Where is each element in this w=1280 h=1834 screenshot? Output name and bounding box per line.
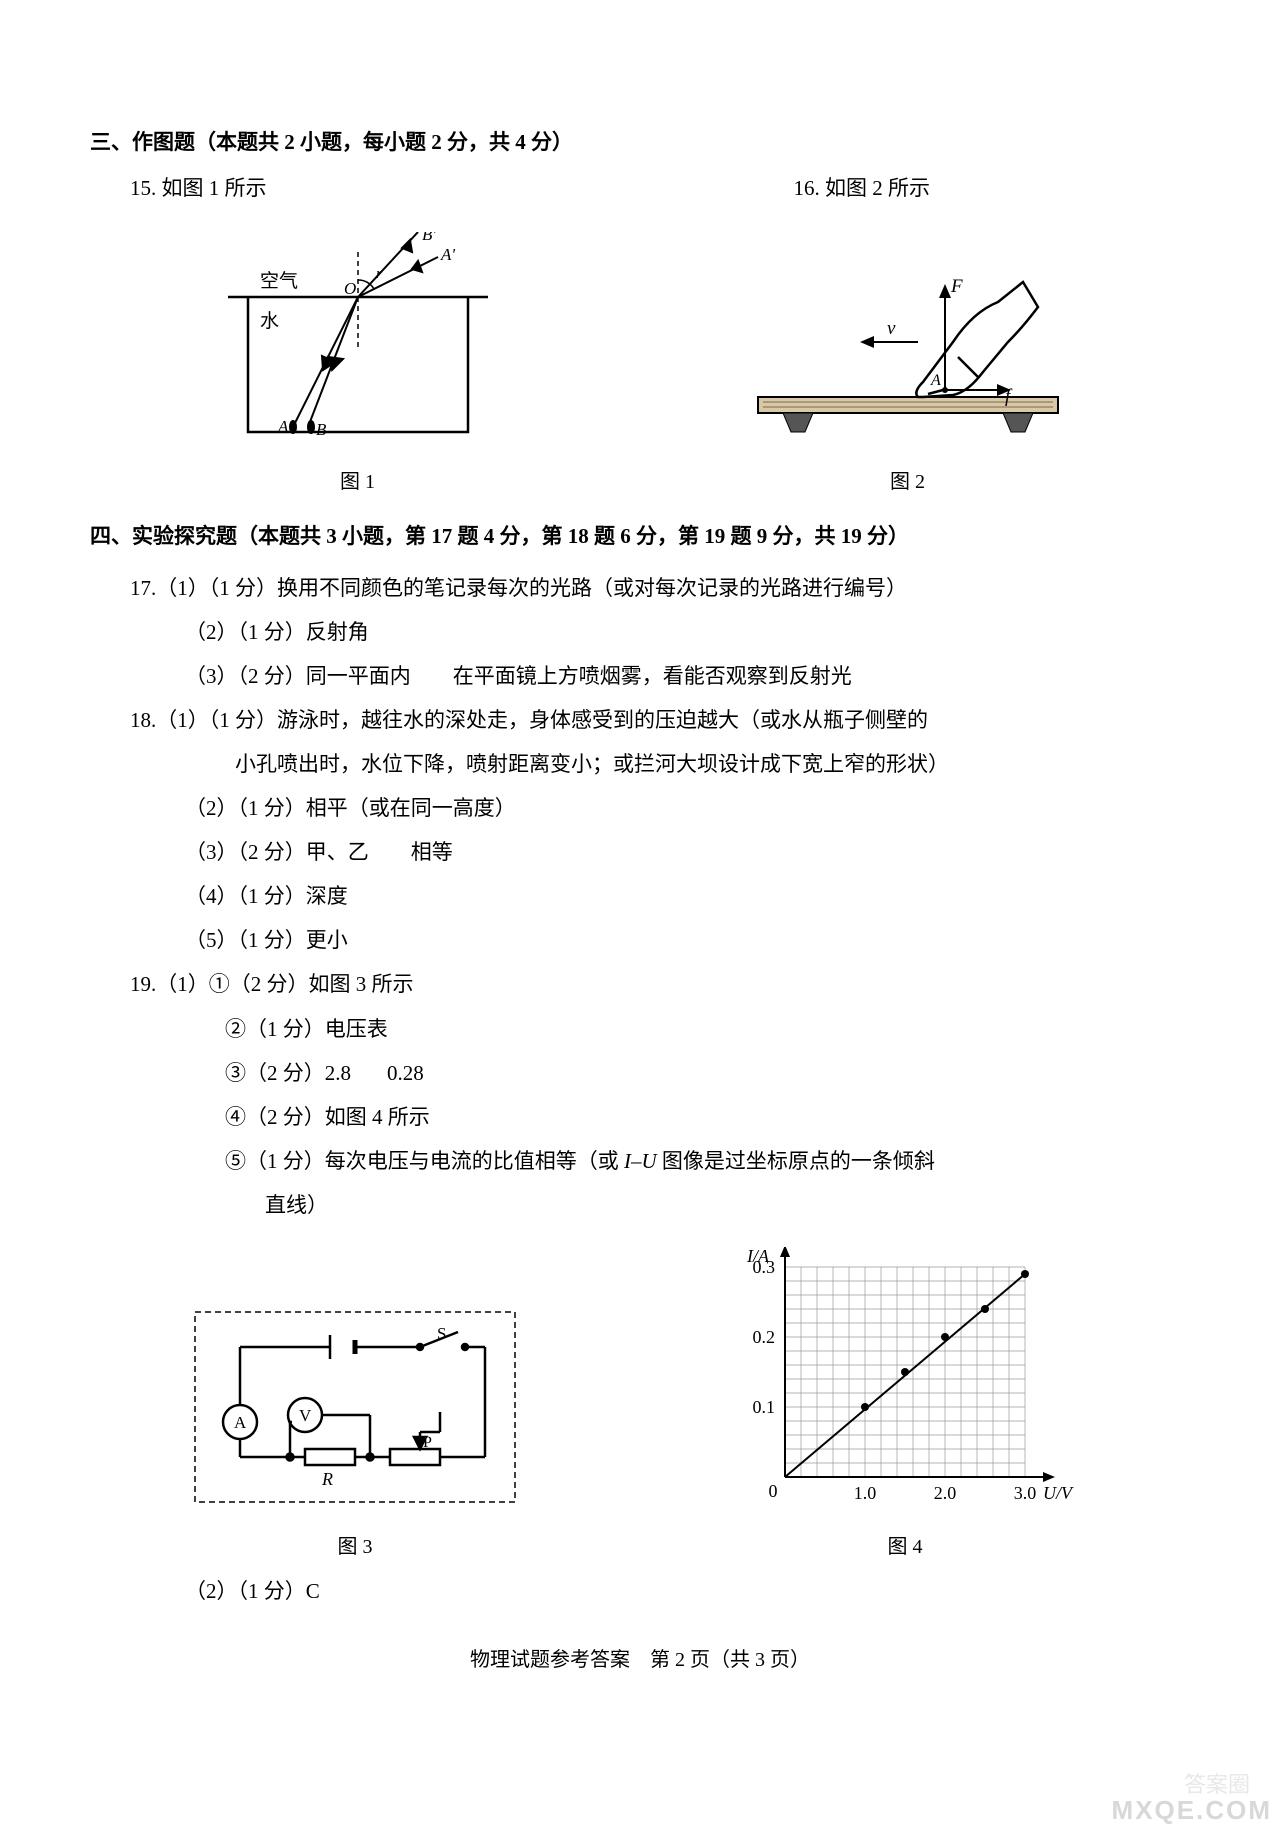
fig4-caption: 图 4 [720, 1530, 1090, 1559]
q18-l3: （3）（2 分）甲、乙 相等 [185, 830, 1190, 874]
figures-row-2: A V S P R 图 3 01.02.03.00.10.20.3U/VI/A … [90, 1247, 1190, 1559]
section-3-header: 三、作图题（本题共 2 小题，每小题 2 分，共 4 分） [90, 124, 1190, 162]
q19-l5c: 直线） [265, 1183, 1190, 1227]
svg-text:I/A: I/A [746, 1247, 770, 1266]
figure-4-svg: 01.02.03.00.10.20.3U/VI/A [720, 1247, 1090, 1517]
fig2-a-label: A [930, 372, 941, 389]
svg-text:2.0: 2.0 [934, 1483, 957, 1503]
fig3-v-label: V [299, 1406, 312, 1425]
q15-q16-row: 15. 如图 1 所示 16. 如图 2 所示 [130, 172, 1190, 212]
fig1-b-label: B [316, 420, 327, 439]
q19-l3b: 0.28 [387, 1061, 424, 1085]
q15-label: 15. 如图 1 所示 [130, 172, 267, 202]
q19-l2: ②（1 分）电压表 [225, 1007, 1190, 1051]
q18-l2: （2）（1 分）相平（或在同一高度） [185, 786, 1190, 830]
q19-l5a: ⑤（1 分）每次电压与电流的比值相等（或 [225, 1149, 624, 1173]
fig1-air-label: 空气 [260, 270, 298, 292]
q19-l3a: ③（2 分）2.8 [225, 1061, 351, 1085]
figure-2-svg: F v A f [743, 272, 1073, 452]
figures-row-1: 空气 水 O r B' A' A B 图 1 [90, 232, 1190, 494]
section-4-header: 四、实验探究题（本题共 3 小题，第 17 题 4 分，第 18 题 6 分，第… [90, 518, 1190, 556]
figure-3-cell: A V S P R 图 3 [190, 1307, 520, 1559]
fig3-a-label: A [234, 1413, 247, 1432]
fig2-v-label: v [887, 318, 896, 339]
q18-l1b: 小孔喷出时，水位下降，喷射距离变小；或拦河大坝设计成下宽上窄的形状） [235, 742, 1190, 786]
fig2-f-label: F [950, 276, 963, 297]
q19-l5: ⑤（1 分）每次电压与电流的比值相等（或 I–U 图像是过坐标原点的一条倾斜 [225, 1139, 1190, 1183]
figure-3-svg: A V S P R [190, 1307, 520, 1517]
figure-4-cell: 01.02.03.00.10.20.3U/VI/A 图 4 [720, 1247, 1090, 1559]
q17-l1: 17.（1）（1 分）换用不同颜色的笔记录每次的光路（或对每次记录的光路进行编号… [130, 566, 1190, 610]
svg-text:3.0: 3.0 [1014, 1483, 1037, 1503]
q19-l3: ③（2 分）2.8 0.28 [225, 1051, 1190, 1095]
svg-text:0.2: 0.2 [753, 1327, 776, 1347]
q18-l4: （4）（1 分）深度 [185, 874, 1190, 918]
fig1-r-label: r [376, 266, 382, 282]
q17-l3: （3）（2 分）同一平面内 在平面镜上方喷烟雾，看能否观察到反射光 [185, 654, 1190, 698]
svg-text:0.1: 0.1 [753, 1397, 776, 1417]
q18-l1: 18.（1）（1 分）游泳时，越往水的深处走，身体感受到的压迫越大（或水从瓶子侧… [130, 698, 1190, 742]
q19-l6: （2）（1 分）C [185, 1569, 1190, 1613]
page-footer: 物理试题参考答案 第 2 页（共 3 页） [90, 1643, 1190, 1672]
fig1-caption: 图 1 [208, 465, 508, 494]
fig1-bp-label: B' [422, 232, 436, 244]
q19-l5i: I–U [624, 1149, 657, 1173]
fig3-caption: 图 3 [190, 1530, 520, 1559]
q17-l2: （2）（1 分）反射角 [185, 610, 1190, 654]
figure-2-cell: F v A f 图 2 [743, 272, 1073, 494]
fig3-p-label: P [423, 1434, 432, 1451]
q16-label: 16. 如图 2 所示 [794, 172, 931, 202]
q19-l4: ④（2 分）如图 4 所示 [225, 1095, 1190, 1139]
figure-1-svg: 空气 水 O r B' A' A B [208, 232, 508, 452]
fig3-r-label: R [321, 1469, 333, 1489]
svg-text:0: 0 [769, 1481, 778, 1501]
svg-text:1.0: 1.0 [854, 1483, 877, 1503]
figure-1-cell: 空气 水 O r B' A' A B 图 1 [208, 232, 508, 494]
fig1-o-label: O [344, 279, 356, 298]
fig1-a-label: A [277, 417, 289, 436]
q19-l1: 19.（1）①（2 分）如图 3 所示 [130, 962, 1190, 1006]
svg-text:U/V: U/V [1043, 1483, 1074, 1503]
fig1-water-label: 水 [260, 310, 279, 332]
watermark-en: MXQE.COM [1112, 1795, 1272, 1826]
q18-l5: （5）（1 分）更小 [185, 918, 1190, 962]
fig3-s-label: S [437, 1324, 446, 1343]
q19-l5b: 图像是过坐标原点的一条倾斜 [657, 1149, 935, 1173]
fig2-caption: 图 2 [743, 465, 1073, 494]
fig1-ap-label: A' [440, 245, 455, 264]
